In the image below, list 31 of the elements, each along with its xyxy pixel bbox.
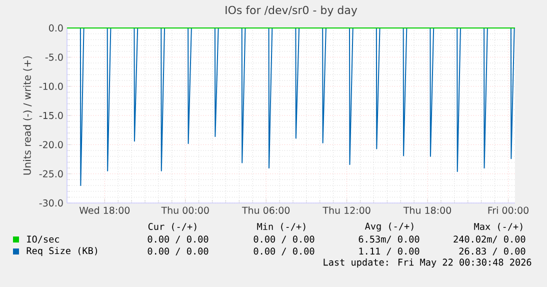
x-tick-label: Thu 12:00 [322, 206, 370, 214]
y-tick-label: -30.0 [39, 199, 63, 207]
text: 240.02m/ 0.00 [454, 236, 526, 244]
x-tick-label: Thu 18:00 [403, 206, 452, 214]
x-tick-label: Fri 00:00 [488, 206, 528, 214]
text: Avg (-/+) [364, 222, 414, 232]
text: 0.00 / 0.00 [254, 248, 314, 256]
legend-label: IO/sec [27, 236, 60, 244]
text: Last update: Fri May 22 00:30:48 2026 [324, 258, 532, 268]
y-tick-label: -5.0 [45, 54, 63, 61]
line-series [80, 28, 515, 186]
text: 0.00 / 0.00 [148, 236, 208, 244]
legend-label: Req Size (KB) [26, 246, 98, 256]
x-tick-label: Wed 18:00 [79, 206, 130, 214]
text: 0.00 / 0.00 [254, 236, 314, 244]
x-tick-label: Thu 06:00 [242, 206, 290, 214]
text: Max (-/+) [474, 222, 522, 232]
text: 6.53m/ 0.00 [358, 236, 420, 244]
x-tick-label: Thu 00:00 [161, 206, 209, 214]
text: Cur (-/+) [148, 222, 196, 232]
text: 1.11 / 0.00 [359, 248, 420, 256]
y-tick-label: -25.0 [39, 170, 63, 178]
y-tick-label: -10.0 [39, 82, 63, 90]
chart-title: IOs for /dev/sr0 - by day [226, 6, 358, 16]
text: 0.00 / 0.00 [148, 248, 208, 256]
text: Min (-/+) [257, 222, 306, 232]
y-tick-label: -15.0 [39, 112, 63, 120]
text: 26.83 / 0.00 [459, 248, 526, 256]
y-tick-label: -20.0 [39, 141, 63, 148]
y-axis-title: Units read (-) / write (+) [23, 56, 32, 175]
y-tick-label: 0.0 [48, 24, 63, 32]
